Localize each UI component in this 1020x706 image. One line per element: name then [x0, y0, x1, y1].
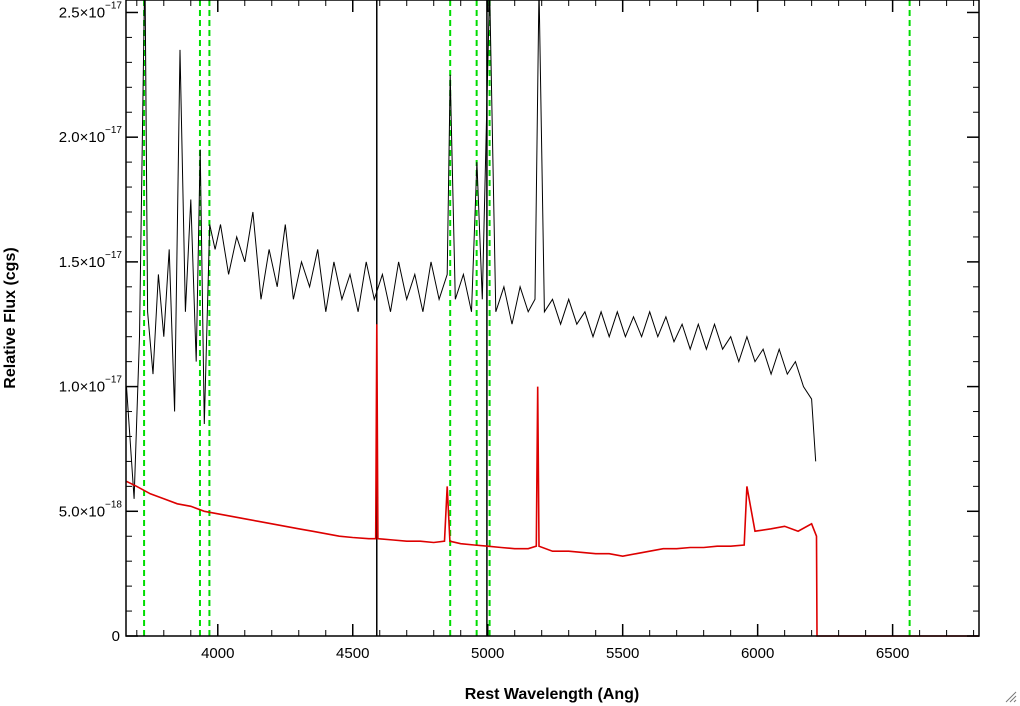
y-tick-label: 2.5×10−17	[59, 0, 123, 21]
y-tick-label: 0	[112, 628, 120, 645]
x-tick-label: 5000	[471, 645, 504, 662]
y-axis-title: Relative Flux (cgs)	[2, 247, 19, 388]
x-tick-label: 4500	[336, 645, 369, 662]
plot-frame	[125, 0, 980, 637]
x-tick-label: 5500	[606, 645, 639, 662]
x-tick-label: 6500	[876, 645, 909, 662]
series-group	[126, 0, 979, 637]
x-axis-ticks: 4000 4500 5000 5500 6000 6500	[136, 0, 975, 662]
line-markers-group	[143, 0, 911, 636]
series-1-line	[126, 324, 979, 637]
x-tick-label: 6000	[741, 645, 774, 662]
y-tick-label: 5.0×10−18	[59, 499, 123, 520]
resize-grip-icon[interactable]	[1005, 691, 1017, 703]
x-axis-title: Rest Wavelength (Ang)	[465, 686, 640, 703]
series-0-line	[126, 0, 817, 499]
y-tick-label: 2.0×10−17	[59, 125, 123, 146]
y-tick-label: 1.0×10−17	[59, 375, 123, 396]
y-tick-label: 1.5×10−17	[59, 250, 123, 271]
x-tick-label: 4000	[201, 645, 234, 662]
y-axis-ticks: 0 5.0×10−18 1.0×10−17 1.5×10−17 2.0×10−17 2.5…	[59, 0, 979, 645]
